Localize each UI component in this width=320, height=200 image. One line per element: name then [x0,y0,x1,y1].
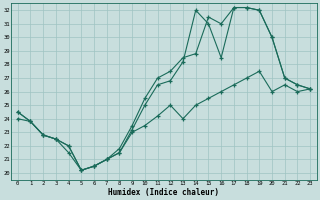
X-axis label: Humidex (Indice chaleur): Humidex (Indice chaleur) [108,188,220,197]
